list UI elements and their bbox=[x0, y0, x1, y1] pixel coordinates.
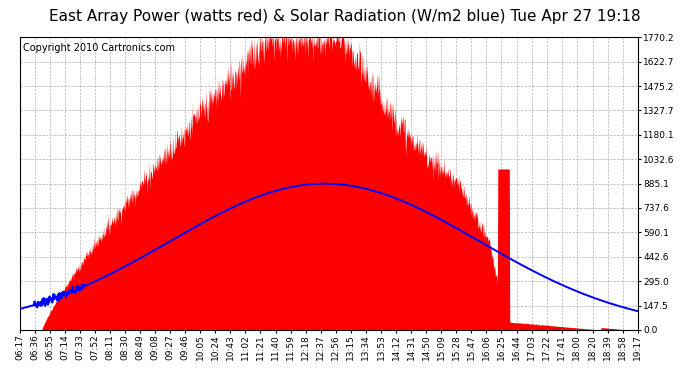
Text: East Array Power (watts red) & Solar Radiation (W/m2 blue) Tue Apr 27 19:18: East Array Power (watts red) & Solar Rad… bbox=[49, 9, 641, 24]
Text: Copyright 2010 Cartronics.com: Copyright 2010 Cartronics.com bbox=[23, 43, 175, 53]
